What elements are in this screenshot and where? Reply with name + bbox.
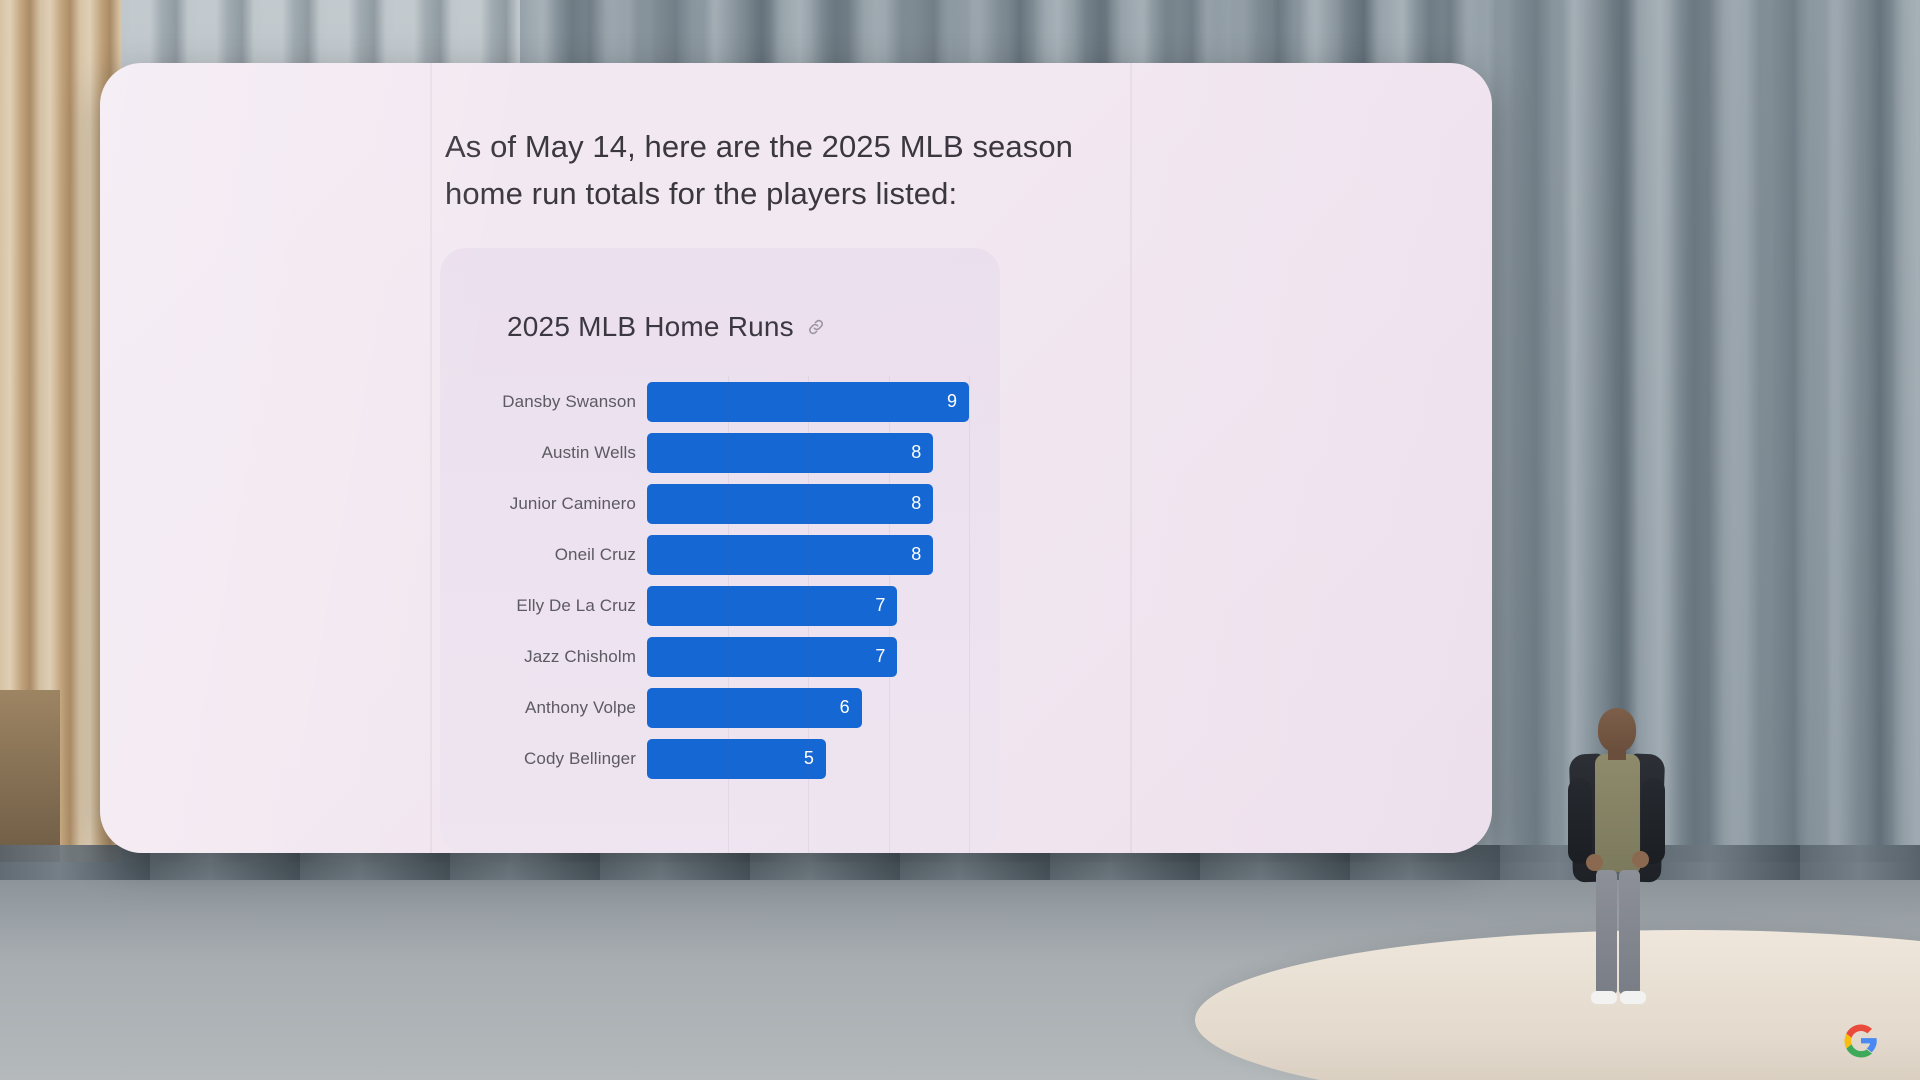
chart-title: 2025 MLB Home Runs (507, 311, 794, 342)
chart-row-label: Dansby Swanson (502, 391, 636, 411)
answer-line-1: As of May 14, here are the 2025 MLB seas… (445, 129, 1074, 164)
chart-bar[interactable]: 8 (647, 534, 934, 575)
chart-bar-track: 8 (647, 432, 1000, 473)
presenter-hand-left (1586, 854, 1603, 871)
chart-bar-value: 9 (946, 391, 957, 411)
chart-row[interactable]: Oneil Cruz 8 (440, 529, 1000, 580)
google-g-logo (1844, 1024, 1877, 1058)
answer-line-2: home run totals for the players listed: (445, 176, 958, 211)
chart-row-label: Anthony Volpe (525, 697, 636, 717)
chart-bar-track: 8 (647, 534, 1000, 575)
presenter-arm-left (1568, 778, 1592, 864)
chart-bar-track: 9 (647, 381, 1000, 422)
presenter-leg-right (1619, 870, 1640, 995)
chart-card: 2025 MLB Home Runs Dansby Swanson 9 Austin… (440, 248, 1000, 853)
link-icon[interactable] (806, 317, 826, 337)
chart-bar[interactable]: 8 (647, 483, 934, 524)
chart-header: 2025 MLB Home Runs (507, 311, 826, 343)
chart-row-label: Austin Wells (541, 442, 636, 462)
chart-row[interactable]: Austin Wells 8 (440, 427, 1000, 478)
bar-rows-clip: Dansby Swanson 9 Austin Wells 8 Junior Camin… (440, 376, 1000, 853)
chart-row-label: Oneil Cruz (554, 544, 636, 564)
chart-bar[interactable]: 6 (647, 687, 862, 728)
chart-row[interactable]: Anthony Volpe 6 (440, 682, 1000, 733)
chart-row[interactable]: Cody Bellinger 5 (440, 733, 1000, 784)
chart-row-label: Jazz Chisholm (524, 646, 636, 666)
presentation-screen: As of May 14, here are the 2025 MLB seas… (100, 63, 1492, 853)
screen-seam-right (1130, 63, 1132, 853)
chart-bar-track: 7 (647, 636, 1000, 677)
chart-bar-track: 6 (647, 687, 1000, 728)
presenter-head (1598, 708, 1636, 752)
chart-bar-value: 5 (803, 748, 814, 768)
chart-row[interactable]: Junior Caminero 8 (440, 478, 1000, 529)
chart-bar[interactable]: 5 (647, 738, 826, 779)
chart-bar[interactable]: 7 (647, 585, 898, 626)
chart-bar-track: 5 (647, 738, 1000, 779)
chart-bar-value: 6 (839, 697, 850, 717)
assistant-answer-text: As of May 14, here are the 2025 MLB seas… (445, 123, 1145, 217)
chart-bar-value: 8 (911, 493, 922, 513)
chart-row[interactable]: Dansby Swanson 9 (440, 376, 1000, 427)
screen-seam-left (430, 63, 432, 853)
chart-row-label: Cody Bellinger (524, 748, 636, 768)
chart-row-label: Junior Caminero (509, 493, 636, 513)
chart-row-label: Elly De La Cruz (516, 595, 636, 615)
chart-bar[interactable]: 9 (647, 381, 969, 422)
chart-bar-value: 8 (911, 442, 922, 462)
chart-bar[interactable]: 8 (647, 432, 934, 473)
presenter-arm-right (1641, 778, 1665, 864)
presenter-shoe-right (1620, 991, 1646, 1004)
presenter-hand-right (1632, 851, 1649, 868)
chart-row[interactable]: Elly De La Cruz 7 (440, 580, 1000, 631)
chart-bar-track: 7 (647, 585, 1000, 626)
chart-bar-value: 7 (875, 646, 886, 666)
presenter (1562, 708, 1670, 1014)
chart-bar-value: 8 (911, 544, 922, 564)
presenter-shoe-left (1591, 991, 1617, 1004)
chart-bar-value: 7 (875, 595, 886, 615)
chart-bar[interactable]: 7 (647, 636, 898, 677)
presenter-shirt (1595, 754, 1640, 872)
bar-chart: Dansby Swanson 9 Austin Wells 8 Junior Camin… (440, 376, 1000, 853)
chart-row[interactable]: Jazz Chisholm 7 (440, 631, 1000, 682)
wood-slat-base (0, 690, 60, 862)
presenter-leg-left (1596, 870, 1617, 995)
chart-bar-track: 8 (647, 483, 1000, 524)
